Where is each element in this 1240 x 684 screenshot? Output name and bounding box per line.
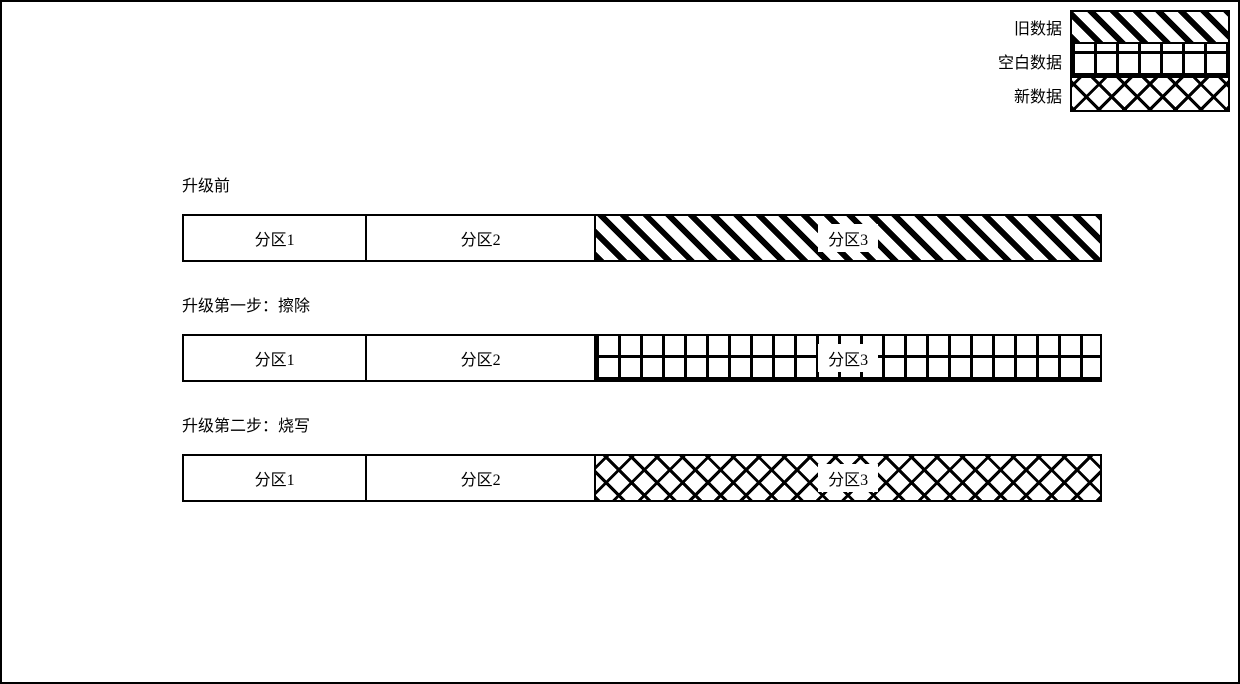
stage-title: 升级前 bbox=[182, 172, 1102, 196]
legend-label: 新数据 bbox=[1014, 83, 1062, 107]
partition-3: 分区3 bbox=[596, 456, 1100, 500]
partition-label: 分区2 bbox=[451, 344, 511, 372]
legend-item-old-data: 旧数据 bbox=[998, 10, 1230, 44]
partition-1: 分区1 bbox=[184, 216, 367, 260]
partition-2: 分区2 bbox=[367, 456, 596, 500]
legend-item-new-data: 新数据 bbox=[998, 78, 1230, 112]
partition-2: 分区2 bbox=[367, 216, 596, 260]
partition-2: 分区2 bbox=[367, 336, 596, 380]
pattern-crosshatch bbox=[1072, 78, 1228, 110]
diagram-canvas: 旧数据 空白数据 新数据 升级前 分区1 bbox=[0, 0, 1240, 684]
partition-bar: 分区1 分区2 分区3 bbox=[182, 454, 1102, 502]
partition-3: 分区3 bbox=[596, 336, 1100, 380]
partition-1: 分区1 bbox=[184, 336, 367, 380]
partition-label: 分区2 bbox=[451, 224, 511, 252]
legend-label: 旧数据 bbox=[1014, 15, 1062, 39]
partition-bar: 分区1 分区2 分区3 bbox=[182, 334, 1102, 382]
stage-before-upgrade: 升级前 分区1 分区2 分区3 bbox=[182, 172, 1102, 262]
legend-item-blank-data: 空白数据 bbox=[998, 44, 1230, 78]
partition-label: 分区3 bbox=[818, 344, 878, 372]
partition-label: 分区1 bbox=[245, 224, 305, 252]
legend-swatch-old-data bbox=[1070, 10, 1230, 44]
partition-label: 分区1 bbox=[245, 344, 305, 372]
partition-3: 分区3 bbox=[596, 216, 1100, 260]
pattern-diagonal-hatch bbox=[1072, 12, 1228, 42]
partition-label: 分区3 bbox=[818, 464, 878, 492]
stage-step1-erase: 升级第一步：擦除 分区1 分区2 分区3 bbox=[182, 292, 1102, 382]
legend-swatch-new-data bbox=[1070, 78, 1230, 112]
partition-1: 分区1 bbox=[184, 456, 367, 500]
stage-title: 升级第一步：擦除 bbox=[182, 292, 1102, 316]
upgrade-process-diagram: 升级前 分区1 分区2 分区3 升级第一步：擦除 分区1 bbox=[182, 172, 1102, 532]
legend: 旧数据 空白数据 新数据 bbox=[998, 10, 1230, 112]
stage-title: 升级第二步：烧写 bbox=[182, 412, 1102, 436]
partition-label: 分区3 bbox=[818, 224, 878, 252]
stage-step2-write: 升级第二步：烧写 分区1 分区2 分区3 bbox=[182, 412, 1102, 502]
pattern-grid bbox=[1072, 44, 1228, 76]
partition-bar: 分区1 分区2 分区3 bbox=[182, 214, 1102, 262]
partition-label: 分区1 bbox=[245, 464, 305, 492]
legend-swatch-blank-data bbox=[1070, 44, 1230, 78]
legend-label: 空白数据 bbox=[998, 49, 1062, 73]
partition-label: 分区2 bbox=[451, 464, 511, 492]
